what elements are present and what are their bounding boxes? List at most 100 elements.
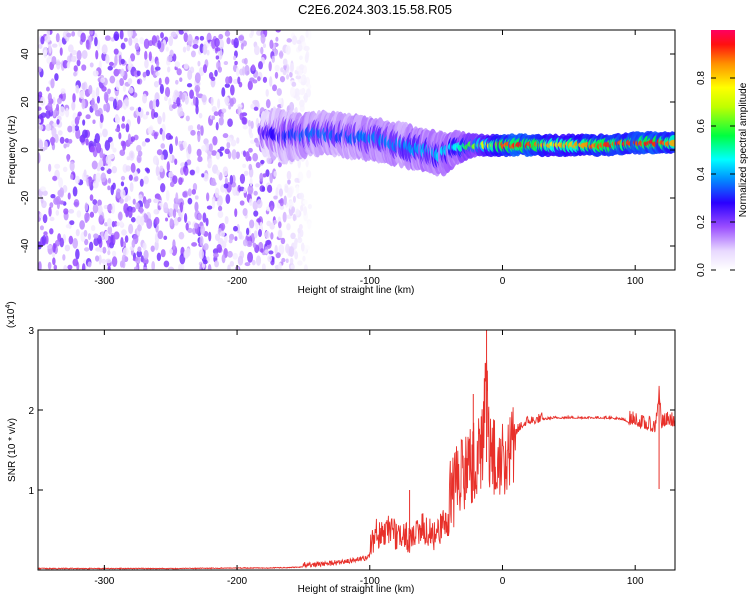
snr-y-tick-label: 2	[28, 406, 34, 417]
noise-cell	[120, 58, 125, 65]
noise-cell	[67, 125, 73, 133]
noise-cell	[55, 33, 60, 43]
noise-cell	[179, 111, 185, 116]
noise-cell	[279, 50, 284, 59]
noise-cell	[95, 87, 100, 98]
noise-cell	[179, 143, 184, 152]
noise-cell	[156, 149, 163, 156]
noise-cell	[38, 66, 42, 73]
noise-cell	[187, 34, 193, 46]
noise-cell	[101, 86, 107, 92]
noise-cell	[185, 115, 190, 122]
noise-cell	[95, 255, 100, 262]
noise-cell	[300, 242, 305, 252]
snr-frame	[37, 329, 676, 571]
noise-cell	[214, 47, 221, 52]
noise-cell	[202, 212, 207, 223]
noise-cell	[200, 125, 204, 136]
noise-cell	[260, 159, 265, 165]
noise-cell	[51, 43, 58, 48]
noise-cell	[100, 77, 106, 83]
noise-cell	[194, 195, 199, 200]
noise-cell	[259, 221, 263, 231]
noise-cell	[245, 151, 250, 162]
noise-cell	[197, 213, 202, 221]
spectrogram-y-tick-label: 0	[20, 147, 31, 153]
noise-cell	[212, 135, 218, 146]
noise-cell	[270, 232, 274, 240]
noise-cell	[264, 230, 270, 239]
noise-cell	[106, 204, 113, 211]
noise-cell	[123, 37, 128, 42]
noise-cell	[67, 192, 71, 200]
noise-cell	[249, 132, 254, 139]
noise-cell	[128, 174, 133, 181]
noise-cell	[286, 74, 290, 80]
noise-cell	[224, 177, 228, 186]
noise-cell	[286, 38, 293, 43]
noise-cell	[168, 266, 175, 270]
noise-cell	[253, 106, 259, 111]
noise-cell	[59, 47, 63, 56]
noise-cell	[205, 217, 209, 227]
noise-cell	[72, 93, 76, 103]
noise-cell	[68, 235, 74, 245]
noise-cell	[157, 115, 162, 125]
noise-cell	[89, 62, 94, 68]
noise-cell	[307, 203, 312, 210]
noise-cell	[144, 138, 151, 143]
noise-cell	[48, 206, 52, 217]
ridge-cell	[669, 139, 675, 147]
noise-cell	[85, 138, 89, 146]
noise-cell	[243, 187, 247, 194]
spectrogram-x-label: Height of straight line (km)	[298, 285, 415, 296]
noise-cell	[106, 217, 112, 228]
noise-cell	[299, 55, 303, 61]
noise-cell	[63, 208, 69, 215]
noise-cell	[139, 37, 145, 45]
noise-cell	[262, 76, 268, 83]
noise-cell	[119, 78, 125, 86]
snr-x-label: Height of straight line (km)	[298, 584, 415, 595]
noise-cell	[273, 195, 278, 200]
noise-cell	[182, 141, 188, 149]
noise-cell	[289, 86, 296, 98]
colorbar-tick-label: 0.4	[696, 167, 707, 181]
noise-cell	[100, 166, 105, 171]
noise-cell	[115, 115, 121, 124]
noise-cell	[198, 249, 204, 260]
spectrogram-x-tick-label: 100	[627, 276, 644, 287]
noise-cell	[198, 112, 203, 119]
noise-cell	[234, 60, 238, 66]
noise-cell	[276, 88, 282, 96]
noise-cell	[218, 39, 224, 50]
noise-cell	[45, 123, 52, 132]
noise-cell	[56, 103, 60, 112]
noise-cell	[172, 53, 177, 62]
noise-cell	[271, 55, 276, 63]
noise-cell	[85, 114, 91, 120]
noise-cell	[217, 66, 223, 73]
noise-cell	[187, 143, 192, 155]
noise-cell	[219, 146, 225, 151]
noise-cell	[178, 30, 185, 35]
noise-cell	[285, 45, 291, 55]
noise-cell	[221, 108, 227, 114]
noise-cell	[139, 178, 144, 187]
noise-cell	[156, 252, 162, 262]
noise-cell	[224, 148, 230, 155]
noise-cell	[192, 43, 199, 50]
noise-cell	[189, 169, 195, 176]
noise-cell	[191, 242, 198, 247]
noise-cell	[118, 211, 123, 221]
noise-cell	[124, 97, 129, 107]
noise-cell	[73, 71, 77, 77]
noise-cell	[49, 136, 56, 144]
noise-cell	[168, 135, 174, 140]
noise-cell	[285, 243, 290, 254]
noise-cell	[84, 247, 90, 252]
noise-cell	[218, 33, 224, 40]
noise-cell	[230, 84, 235, 96]
noise-cell	[120, 175, 126, 181]
noise-cell	[289, 257, 294, 265]
